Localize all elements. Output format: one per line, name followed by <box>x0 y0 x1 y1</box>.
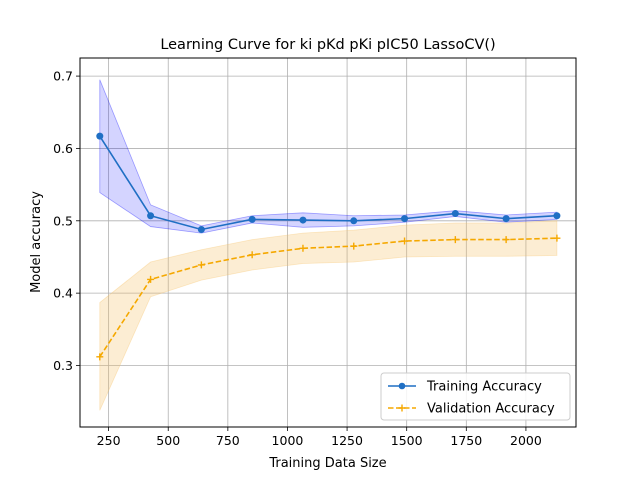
legend-validation-label: Validation Accuracy <box>427 402 555 417</box>
validation-point <box>553 234 561 242</box>
x-tick-label: 500 <box>156 433 180 448</box>
plot-frame <box>79 57 577 428</box>
training-point <box>553 212 561 220</box>
legend: Training Accuracy Validation Accuracy <box>380 372 571 421</box>
validation-point <box>197 261 205 269</box>
validation-point <box>451 236 459 244</box>
validation-point <box>502 236 510 244</box>
series-lines <box>99 135 557 358</box>
y-tick-label: 0.4 <box>53 286 73 301</box>
training-point <box>350 217 358 225</box>
y-tick-label: 0.3 <box>53 358 73 373</box>
training-point <box>197 225 205 233</box>
legend-validation-marker <box>398 404 406 412</box>
training-point <box>248 215 256 223</box>
validation-band <box>99 220 558 411</box>
grid-lines <box>80 58 576 427</box>
validation-line <box>99 237 557 358</box>
validation-point <box>147 275 155 283</box>
legend-training-label: Training Accuracy <box>426 380 542 395</box>
x-axis-label: Training Data Size <box>268 456 386 471</box>
validation-point <box>350 242 358 250</box>
x-tick-label: 250 <box>97 433 121 448</box>
legend-box <box>380 372 571 421</box>
axis-ticks: 250 500 750 1000 1250 1500 1750 2000 0.3 0.4 0.5 0.… <box>53 69 542 448</box>
y-tick-label: 0.6 <box>53 141 73 156</box>
validation-point <box>248 251 256 259</box>
training-point <box>502 215 510 223</box>
x-tick-label: 2000 <box>510 433 542 448</box>
x-tick-label: 1000 <box>272 433 304 448</box>
x-tick-label: 1500 <box>391 433 423 448</box>
validation-point <box>299 244 307 252</box>
y-tick-label: 0.7 <box>53 69 73 84</box>
chart-title: Learning Curve for ki pKd pKi pIC50 Lass… <box>160 37 495 53</box>
series-markers <box>96 132 561 361</box>
validation-point <box>401 237 409 245</box>
x-tick-label: 1750 <box>450 433 482 448</box>
y-axis-label: Model accuracy <box>29 191 44 293</box>
training-point <box>96 132 104 140</box>
x-tick-label: 750 <box>216 433 240 448</box>
legend-training-marker <box>398 382 406 390</box>
y-tick-label: 0.5 <box>53 213 73 228</box>
training-point <box>401 215 409 223</box>
training-point <box>299 216 307 224</box>
x-tick-label: 1250 <box>331 433 363 448</box>
training-line <box>99 135 557 231</box>
validation-point <box>96 353 104 361</box>
training-point <box>147 212 155 220</box>
training-point <box>451 210 459 218</box>
